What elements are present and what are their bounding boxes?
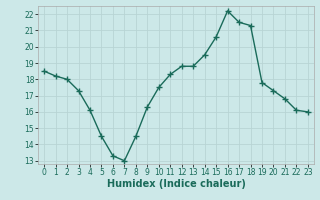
X-axis label: Humidex (Indice chaleur): Humidex (Indice chaleur) (107, 179, 245, 189)
